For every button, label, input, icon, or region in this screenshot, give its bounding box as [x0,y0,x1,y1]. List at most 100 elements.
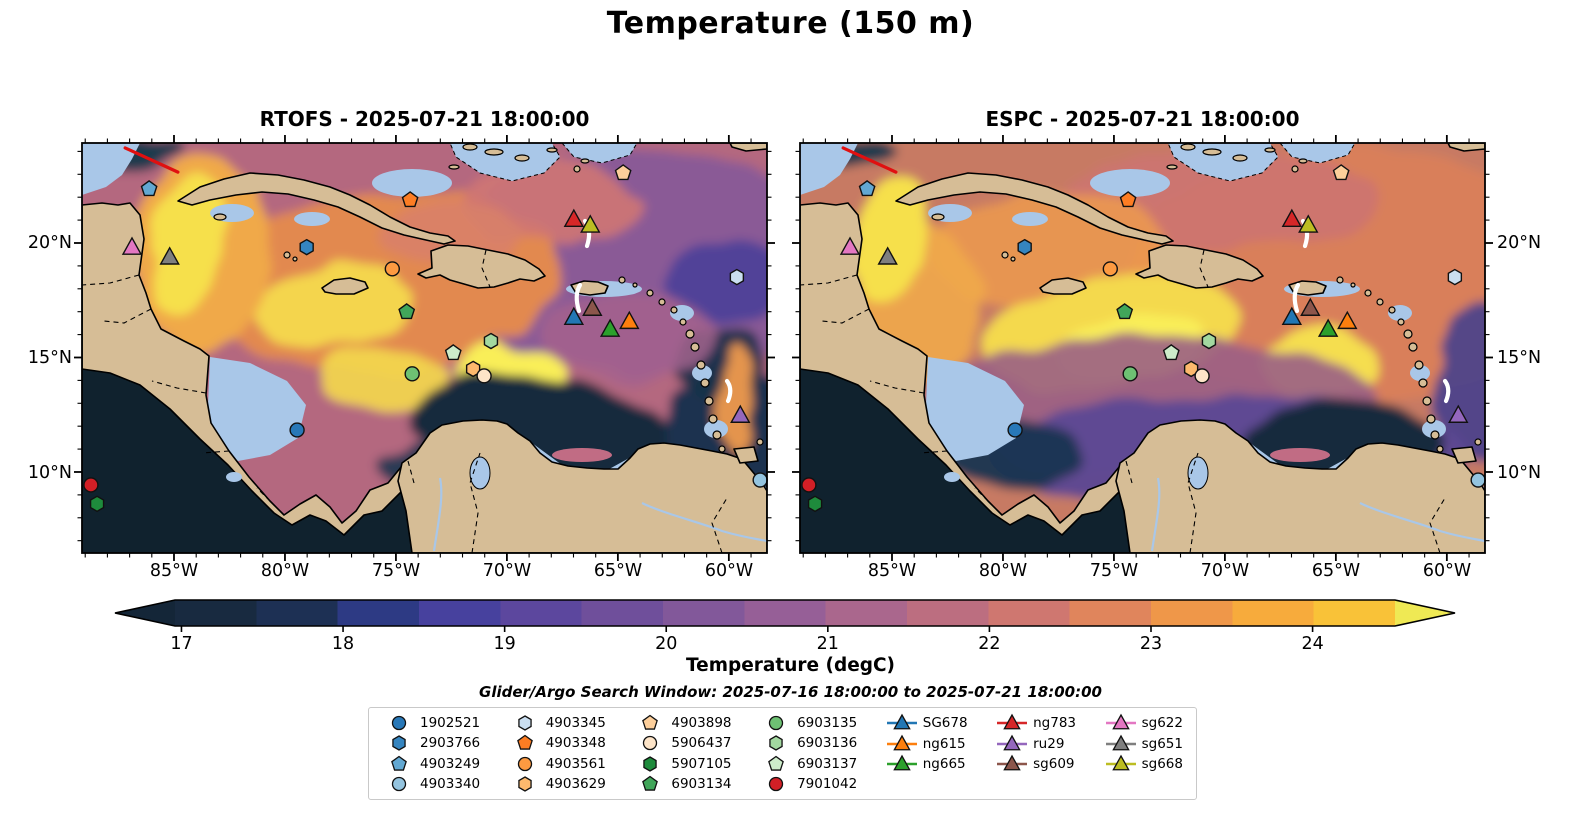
land-florida [1447,143,1485,152]
glider-marker-icon [997,713,1028,730]
lat-tick-label-rtofs-1: 15°N [27,348,72,368]
legend-label: ng615 [922,735,966,752]
marker-4903561 [1102,261,1118,277]
land-jamaica [1039,277,1087,295]
shallow-bahamas-bank-1 [449,143,561,182]
marker-sg668 [1298,214,1319,233]
legend-entry-sg609: sg609 [995,754,1076,775]
marker-sg609 [582,297,603,316]
marker-sg651 [159,246,180,265]
legend-column-6: ng783 ru29 sg609 [995,713,1076,794]
lat-tick-label-espc-2: 10°N [1497,463,1542,483]
marker-2903766 [299,238,314,256]
legend-label: 6903137 [797,755,858,772]
glider-track [841,146,898,174]
land-cuba [895,172,1174,245]
legend-label: 6903136 [797,735,858,752]
current-arrow-2 [574,282,583,314]
land-hispaniola [417,244,546,289]
circle-marker-icon [391,776,407,792]
legend-label: 4903340 [420,775,481,792]
pacific-ocean [800,369,1148,553]
glider-marker-icon [886,754,917,771]
lon-tick-label-rtofs-4: 65°W [593,561,643,581]
lon-tick-label-espc-4: 65°W [1311,561,1361,581]
legend-column-1: 1902521 2903766 4903249 4903340 [382,713,480,794]
marker-7901042 [801,477,817,493]
hexagon-marker-icon [517,715,532,731]
legend-label: sg668 [1141,756,1183,773]
circle-marker-icon [768,715,784,731]
legend-label: ru29 [1033,735,1065,752]
legend-entry-ng783: ng783 [995,713,1076,734]
marker-2903766 [1017,238,1032,256]
marker-4903348 [1119,191,1137,208]
marker-4903249 [858,180,876,197]
legend-entry-sg651: sg651 [1104,734,1183,755]
marker-ng665 [1317,318,1339,337]
legend-entry-4903345: 4903345 [508,713,606,733]
glider-marker-icon [1105,713,1136,730]
legend-label: ng665 [922,756,966,773]
legend-label: 4903348 [545,735,606,752]
legend-label: sg622 [1141,715,1183,732]
colorbar-tick-20: 20 [655,634,678,654]
land-jamaica [321,277,369,295]
legend-entry-7901042: 7901042 [759,774,857,794]
legend-entry-5906437: 5906437 [633,733,732,753]
shallow-nicaragua-rise [926,357,1024,461]
glider-track [123,146,180,174]
land-central-america [800,202,1127,536]
legend-label: 1902521 [420,715,481,732]
marker-ng615 [619,310,640,330]
marker-ru29 [1448,404,1469,423]
legend-label: 4903249 [420,755,481,772]
legend-entry-sg622: sg622 [1104,713,1183,734]
panel-title-rtofs: RTOFS - 2025-07-21 18:00:00 [259,107,590,131]
legend-label: sg651 [1141,735,1183,752]
legend-column-3: 4903898 5906437 5907105 6903134 [633,713,732,794]
colorbar-label: Temperature (degC) [685,655,896,676]
legend-label: 4903345 [545,715,606,732]
legend-entry-4903249: 4903249 [382,754,480,774]
marker-6903137 [444,344,462,361]
colorbar-tick-23: 23 [1139,634,1163,654]
lon-tick-label-espc-2: 75°W [1089,561,1139,581]
legend-entry-ru29: ru29 [995,734,1076,755]
lon-tick-label-rtofs-5: 60°W [704,561,754,581]
marker-4903348 [401,191,419,208]
lon-tick-label-rtofs-2: 75°W [371,561,421,581]
map-rtofs [74,135,775,561]
marker-1902521 [289,422,305,438]
hexagon-marker-icon [769,735,783,752]
marker-5907105 [807,495,823,513]
shallow-nicaragua-rise [208,357,306,461]
marker-5907105 [89,495,105,513]
legend-label: 4903898 [671,715,732,732]
pentagon-marker-icon [516,735,533,751]
legend-label: 5906437 [671,735,732,752]
marker-sg609 [1300,297,1321,316]
land-hispaniola [1135,244,1264,289]
legend-entry-6903135: 6903135 [759,713,857,733]
legend-label: 5907105 [671,755,732,772]
land-florida [729,143,767,152]
land-trinidad [1451,446,1477,464]
marker-6903135 [404,366,420,382]
legend-entry-5907105: 5907105 [633,754,732,774]
colorbar-tick-17: 17 [170,634,193,654]
marker-6903136 [483,332,499,350]
shallow-gulf-shelf [82,143,140,195]
legend-entry-SG678: SG678 [885,713,968,734]
current-arrow-3 [1442,378,1451,404]
glider-marker-icon [997,754,1028,771]
legend-entry-6903136: 6903136 [759,733,857,753]
legend-entry-4903561: 4903561 [508,754,606,774]
legend-entry-4903629: 4903629 [508,774,606,794]
marker-sg651 [877,246,898,265]
legend-entry-6903134: 6903134 [633,774,732,794]
marker-6903135 [1122,366,1138,382]
lon-tick-label-rtofs-3: 70°W [482,561,532,581]
marker-4903345 [1447,268,1463,286]
